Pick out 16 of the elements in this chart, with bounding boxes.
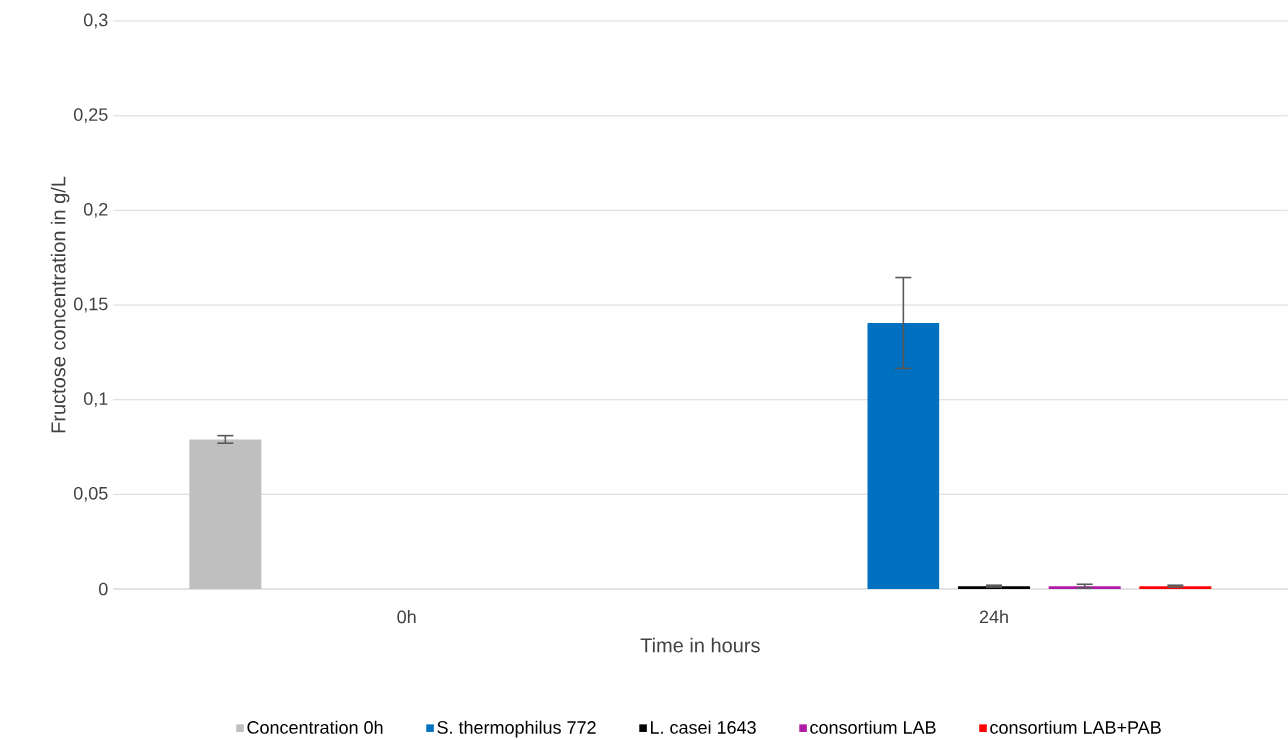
legend-label: consortium LAB xyxy=(810,720,936,734)
y-tick-label: 0 xyxy=(98,582,108,596)
legend-label: S. thermophilus 772 xyxy=(437,720,596,738)
y-tick-label: 0,25 xyxy=(73,108,108,124)
y-tick-label: 0,3 xyxy=(83,13,108,29)
legend-label: consortium LAB+PAB xyxy=(990,720,1161,734)
legend-label: L. casei 1643 xyxy=(651,720,756,734)
legend-label: Concentration 0h xyxy=(247,720,383,734)
y-tick-label: 0,05 xyxy=(73,486,108,502)
y-tick-label: 0,1 xyxy=(83,392,108,408)
x-tick-label: 0h xyxy=(397,610,416,624)
x-tick-label: 24h xyxy=(979,610,1008,624)
y-tick-label: 0,15 xyxy=(73,297,108,313)
x-axis-title: Time in hours xyxy=(640,637,760,653)
y-tick-label: 0,2 xyxy=(83,202,108,218)
y-axis-title: Fructose concentration in g/L xyxy=(50,176,70,433)
